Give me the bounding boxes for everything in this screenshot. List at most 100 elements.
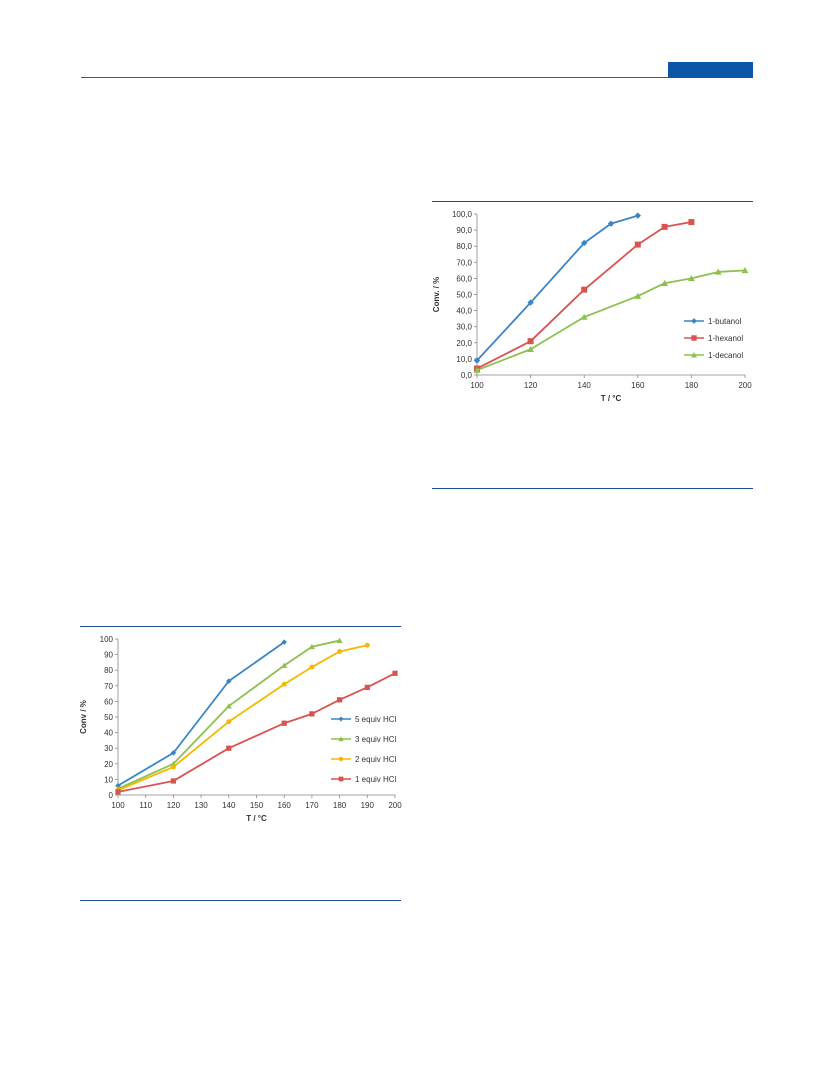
data-point (281, 681, 287, 687)
data-point (661, 223, 668, 230)
data-point (309, 711, 315, 717)
legend-marker (691, 335, 697, 341)
x-tick-label: 190 (361, 801, 375, 810)
x-axis-label: T / °C (601, 394, 622, 403)
data-point (741, 266, 749, 274)
y-tick-label: 10,0 (456, 355, 472, 364)
data-point (661, 279, 668, 286)
x-tick-label: 110 (139, 801, 152, 810)
x-tick-label: 180 (685, 381, 699, 390)
legend-label: 1-decanol (708, 351, 743, 360)
figure1-top-rule (432, 201, 753, 202)
y-tick-label: 80,0 (456, 242, 472, 251)
data-point (336, 637, 343, 643)
data-point (634, 241, 641, 248)
y-tick-label: 90 (104, 651, 113, 660)
x-tick-label: 140 (222, 801, 236, 810)
legend-label: 1-butanol (708, 317, 742, 326)
data-point (225, 703, 232, 709)
y-axis-label: Conv / % (79, 700, 88, 734)
chart-hcl-conversion: 0 10 20 30 40 50 60 70 80 90 100 100 110 120 130 140 150… (79, 635, 402, 823)
x-tick-label: 130 (194, 801, 208, 810)
y-tick-label: 10 (104, 775, 113, 784)
legend-marker (690, 351, 698, 358)
data-point (115, 789, 121, 795)
legend-label: 2 equiv HCl (355, 755, 397, 764)
y-tick-label: 100,0 (452, 210, 473, 219)
y-axis-label: Conv. / % (432, 277, 441, 312)
y-tick-label: 100 (100, 635, 114, 644)
series-line-3-equiv-HCl (117, 639, 340, 790)
figure1-bottom-rule (432, 488, 753, 489)
y-tick-label: 30 (104, 744, 113, 753)
data-point (392, 670, 398, 676)
series-line-1-butanol (476, 214, 639, 362)
data-point (607, 220, 615, 227)
data-point (580, 313, 588, 320)
data-point (336, 697, 343, 703)
legend-marker (338, 776, 344, 782)
data-point (170, 778, 177, 784)
x-tick-label: 150 (250, 801, 264, 810)
y-tick-label: 90,0 (456, 226, 472, 235)
data-point (226, 745, 232, 751)
data-point (634, 212, 641, 219)
y-tick-label: 50 (104, 713, 113, 722)
data-point (634, 292, 642, 299)
y-tick-label: 20,0 (456, 339, 472, 348)
figure2-top-rule (80, 626, 401, 627)
y-tick-label: 30,0 (456, 323, 472, 332)
data-point (688, 275, 695, 282)
series-line-1-hexanol (476, 221, 692, 370)
data-point (115, 782, 121, 789)
y-tick-label: 0 (109, 791, 114, 800)
legend-label: 3 equiv HCl (355, 735, 397, 744)
data-point (226, 719, 232, 725)
x-tick-label: 120 (524, 381, 538, 390)
y-tick-label: 70 (104, 682, 113, 691)
y-tick-label: 60,0 (456, 274, 472, 283)
legend-marker (338, 756, 344, 762)
x-tick-label: 200 (388, 801, 402, 810)
data-point (308, 643, 315, 650)
x-tick-label: 120 (167, 801, 181, 810)
series-line-5-equiv-HCl (117, 641, 285, 787)
data-point (281, 720, 287, 726)
x-tick-label: 160 (278, 801, 292, 810)
data-point (527, 338, 534, 345)
y-tick-label: 50,0 (456, 291, 472, 300)
header-tab (668, 62, 753, 78)
header-rule (81, 77, 753, 78)
legend-label: 1 equiv HCl (355, 775, 397, 784)
legend-label: 5 equiv HCl (355, 715, 397, 724)
legend-marker (338, 716, 344, 722)
data-point (473, 357, 481, 364)
data-point (473, 366, 481, 373)
series-line-2-equiv-HCl (117, 644, 368, 792)
x-tick-label: 170 (305, 801, 319, 810)
legend-label: 1-hexanol (708, 334, 743, 343)
series-line-1-equiv-HCl (117, 672, 396, 793)
x-tick-label: 100 (470, 381, 484, 390)
y-tick-label: 80 (104, 666, 113, 675)
data-point (364, 684, 370, 690)
x-tick-label: 100 (111, 801, 125, 810)
data-point (364, 642, 370, 648)
legend-marker (338, 736, 344, 742)
y-tick-label: 40,0 (456, 307, 472, 316)
data-point (170, 764, 176, 770)
data-point (714, 268, 722, 275)
y-tick-label: 0,0 (461, 371, 473, 380)
legend-marker (691, 318, 697, 324)
data-point (309, 664, 315, 670)
x-tick-label: 140 (578, 381, 592, 390)
figure2-bottom-rule (80, 900, 401, 901)
series-line-1-decanol (476, 269, 746, 372)
y-tick-label: 40 (104, 729, 113, 738)
data-point (527, 345, 534, 352)
data-point (688, 219, 695, 226)
data-point (581, 286, 588, 293)
x-axis-label: T / °C (246, 814, 267, 823)
x-tick-label: 200 (738, 381, 752, 390)
y-tick-label: 60 (104, 697, 113, 706)
